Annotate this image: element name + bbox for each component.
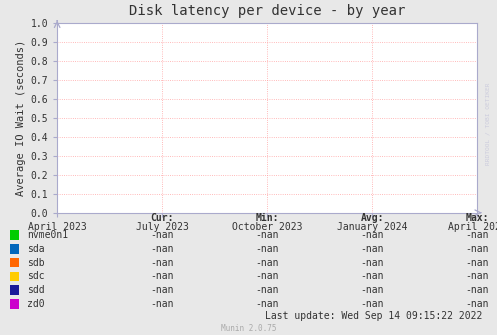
Text: Avg:: Avg: bbox=[360, 213, 384, 223]
Text: nvme0n1: nvme0n1 bbox=[27, 230, 69, 240]
Text: -nan: -nan bbox=[151, 299, 174, 309]
Text: sdb: sdb bbox=[27, 258, 45, 268]
Text: -nan: -nan bbox=[465, 285, 489, 295]
Title: Disk latency per device - by year: Disk latency per device - by year bbox=[129, 4, 406, 18]
Text: Last update: Wed Sep 14 09:15:22 2022: Last update: Wed Sep 14 09:15:22 2022 bbox=[265, 311, 482, 321]
Text: -nan: -nan bbox=[151, 285, 174, 295]
Text: -nan: -nan bbox=[360, 299, 384, 309]
Text: Max:: Max: bbox=[465, 213, 489, 223]
Text: zd0: zd0 bbox=[27, 299, 45, 309]
Text: -nan: -nan bbox=[255, 299, 279, 309]
Text: -nan: -nan bbox=[151, 230, 174, 240]
Text: -nan: -nan bbox=[255, 285, 279, 295]
Text: Min:: Min: bbox=[255, 213, 279, 223]
Text: -nan: -nan bbox=[465, 299, 489, 309]
Text: RRDTOOL / TOBI OETIKER: RRDTOOL / TOBI OETIKER bbox=[486, 83, 491, 165]
Text: -nan: -nan bbox=[255, 230, 279, 240]
Text: -nan: -nan bbox=[360, 285, 384, 295]
Text: -nan: -nan bbox=[151, 258, 174, 268]
Text: -nan: -nan bbox=[465, 244, 489, 254]
Text: -nan: -nan bbox=[465, 271, 489, 281]
Text: Cur:: Cur: bbox=[151, 213, 174, 223]
Text: -nan: -nan bbox=[360, 258, 384, 268]
Text: -nan: -nan bbox=[255, 258, 279, 268]
Text: -nan: -nan bbox=[151, 244, 174, 254]
Text: sda: sda bbox=[27, 244, 45, 254]
Text: -nan: -nan bbox=[360, 230, 384, 240]
Text: -nan: -nan bbox=[255, 244, 279, 254]
Text: Munin 2.0.75: Munin 2.0.75 bbox=[221, 324, 276, 333]
Text: -nan: -nan bbox=[255, 271, 279, 281]
Text: -nan: -nan bbox=[360, 271, 384, 281]
Text: -nan: -nan bbox=[465, 258, 489, 268]
Text: -nan: -nan bbox=[360, 244, 384, 254]
Text: -nan: -nan bbox=[151, 271, 174, 281]
Text: sdc: sdc bbox=[27, 271, 45, 281]
Text: -nan: -nan bbox=[465, 230, 489, 240]
Y-axis label: Average IO Wait (seconds): Average IO Wait (seconds) bbox=[16, 40, 26, 196]
Text: sdd: sdd bbox=[27, 285, 45, 295]
